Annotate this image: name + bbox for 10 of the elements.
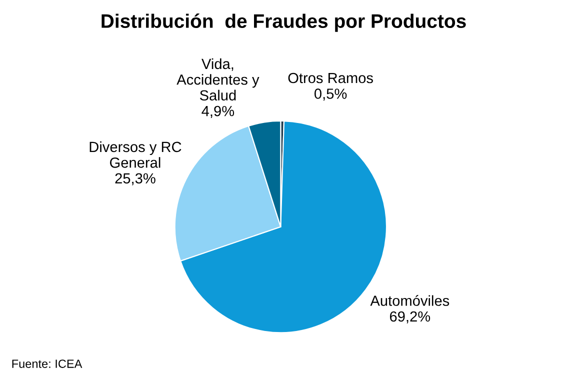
slice-label: Vida, Accidentes y Salud [176,58,260,101]
data-label: 25,3% [115,173,156,186]
data-label: 0,5% [314,88,347,101]
chart-title: Distribución de Fraudes por Productos [102,14,466,32]
slice-label: Otros Ramos [288,72,373,84]
data-label: 69,2% [390,311,430,324]
slice-label: Automóviles [370,295,450,306]
source-note: Fuente: ICEA [12,360,82,368]
data-label: 4,9% [202,106,234,118]
slice-label: Diversos y RC General [90,141,182,168]
